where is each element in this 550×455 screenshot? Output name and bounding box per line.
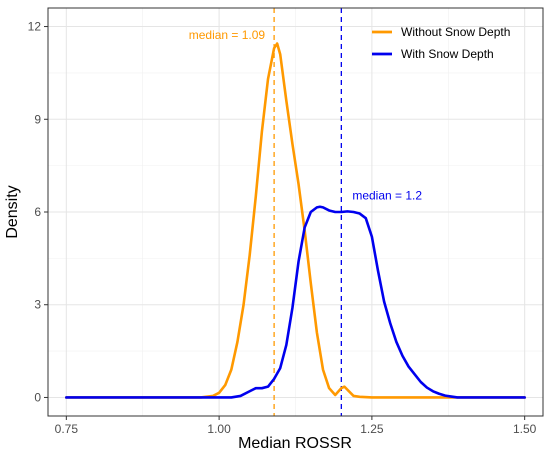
y-tick-label: 0 [34,390,41,404]
y-tick-label: 6 [34,205,41,219]
x-axis-title: Median ROSSR [238,435,352,452]
x-tick-label: 1.25 [360,422,384,436]
y-tick-label: 9 [34,112,41,126]
y-tick-label: 3 [34,298,41,312]
x-tick-label: 0.75 [55,422,79,436]
x-tick-label: 1.00 [207,422,231,436]
legend-label: With Snow Depth [401,47,494,61]
y-tick-label: 12 [28,20,42,34]
legend-label: Without Snow Depth [401,25,510,39]
median-label: median = 1.2 [352,189,422,203]
density-curve [65,42,526,399]
median-annotations: median = 1.09 median = 1.2 [189,28,423,203]
grid-lines [48,8,543,416]
y-axis: 0 3 6 9 12 [28,20,48,404]
x-axis: 0.75 1.00 1.25 1.50 [55,416,537,436]
median-label: median = 1.09 [189,28,266,42]
density-curve [65,205,526,399]
median-lines [273,8,342,416]
y-axis-title: Density [4,185,21,238]
legend: Without Snow Depth With Snow Depth [372,25,510,61]
x-tick-label: 1.50 [513,422,537,436]
density-curves [65,42,526,399]
